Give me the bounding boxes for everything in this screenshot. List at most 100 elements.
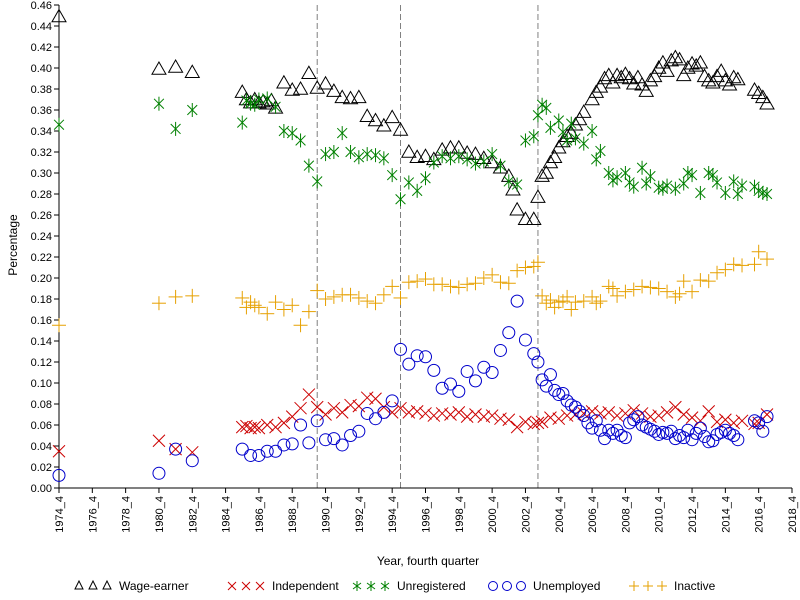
point-independent xyxy=(635,407,649,420)
point-wage-earner xyxy=(276,74,292,89)
x-axis-title: Year, fourth quarter xyxy=(377,554,479,568)
asterisk-stroke xyxy=(311,176,323,187)
point-inactive xyxy=(643,280,658,295)
point-unregistered xyxy=(353,150,365,165)
point-unemployed xyxy=(369,412,383,426)
point-independent xyxy=(377,400,391,414)
legend-x xyxy=(241,581,251,591)
x-tick-label: 1974_4 xyxy=(54,496,66,533)
point-unemployed xyxy=(693,421,707,435)
asterisk-stroke xyxy=(732,188,744,200)
triangle-shape xyxy=(546,149,563,163)
asterisk-stroke xyxy=(486,148,498,160)
circle-shape xyxy=(52,468,66,482)
point-inactive xyxy=(368,296,383,311)
point-unregistered xyxy=(761,187,773,201)
asterisk-stroke xyxy=(661,180,673,191)
point-wage-earner xyxy=(334,89,351,104)
circle-shape xyxy=(460,364,474,378)
x-stroke xyxy=(427,409,441,422)
point-wage-earner xyxy=(251,94,267,109)
triangle-shape xyxy=(184,64,201,78)
point-independent xyxy=(602,406,616,419)
y-tick-label: 0.02 xyxy=(31,462,52,474)
point-unregistered xyxy=(370,148,381,163)
point-unregistered xyxy=(395,192,406,207)
y-tick-label: 0.26 xyxy=(31,210,52,222)
triangle-shape xyxy=(646,68,663,83)
x-stroke xyxy=(677,408,691,421)
triangle-shape xyxy=(409,149,426,163)
point-independent xyxy=(252,421,266,435)
point-independent xyxy=(735,414,749,428)
point-inactive xyxy=(518,260,533,275)
point-unemployed xyxy=(460,364,474,378)
circle-shape xyxy=(377,405,391,419)
point-unemployed xyxy=(577,409,591,423)
triangle-shape xyxy=(630,69,646,84)
circle-shape xyxy=(493,343,507,357)
point-unregistered xyxy=(378,151,390,166)
point-unregistered xyxy=(695,185,706,200)
point-independent xyxy=(585,404,599,418)
point-unregistered xyxy=(445,151,456,166)
point-inactive xyxy=(239,300,254,315)
x-stroke xyxy=(302,388,316,401)
circle-shape xyxy=(310,414,324,428)
triangle-shape xyxy=(600,67,617,82)
legend-label-independent: Independent xyxy=(272,579,339,593)
point-inactive xyxy=(293,318,308,333)
legend-triangle xyxy=(102,579,112,590)
x-stroke xyxy=(419,407,432,420)
legend-marker-wage-earner xyxy=(74,579,84,590)
triangle-shape xyxy=(725,69,742,84)
point-inactive xyxy=(247,298,262,313)
x-stroke xyxy=(594,407,607,420)
point-independent xyxy=(669,400,682,414)
legend-item-wage-earner: Wage-earner xyxy=(74,579,189,593)
asterisk-stroke xyxy=(295,135,306,146)
triangle-shape xyxy=(301,65,317,79)
point-inactive xyxy=(260,306,275,321)
triangle-shape xyxy=(634,76,650,91)
y-tick-label: 0.32 xyxy=(31,147,52,159)
triangle-shape xyxy=(251,94,267,109)
circle-shape xyxy=(169,442,183,456)
point-wage-earner xyxy=(359,108,376,123)
triangle-shape xyxy=(592,78,609,93)
triangle-shape xyxy=(417,148,434,162)
x-tick-label: 1986_4 xyxy=(254,496,266,533)
legend-circle xyxy=(516,581,526,591)
point-unemployed xyxy=(410,349,424,363)
point-inactive xyxy=(710,265,725,280)
y-tick-label: 0.30 xyxy=(31,168,52,180)
point-unregistered xyxy=(670,181,681,196)
triangle-shape xyxy=(542,154,559,169)
x-stroke xyxy=(452,406,466,419)
point-inactive xyxy=(530,255,545,270)
point-unregistered xyxy=(720,185,731,200)
point-wage-earner xyxy=(563,125,580,139)
triangle-shape xyxy=(671,51,688,66)
x-stroke xyxy=(369,392,382,406)
asterisk-stroke xyxy=(249,99,260,111)
point-wage-earner xyxy=(409,149,426,163)
circle-shape xyxy=(618,431,632,445)
point-wage-earner xyxy=(534,168,550,182)
point-independent xyxy=(544,411,557,425)
point-independent xyxy=(594,407,607,420)
point-unregistered xyxy=(187,103,198,117)
point-independent xyxy=(319,408,332,421)
point-independent xyxy=(240,419,253,433)
point-wage-earner xyxy=(592,78,609,93)
point-unregistered xyxy=(503,174,515,189)
point-unregistered xyxy=(295,133,306,148)
triangle-shape xyxy=(234,84,251,98)
point-inactive xyxy=(747,257,762,272)
point-wage-earner xyxy=(284,82,301,96)
x-stroke xyxy=(602,406,616,419)
x-stroke xyxy=(277,416,291,430)
asterisk-stroke xyxy=(645,170,656,182)
y-tick-label: 0.24 xyxy=(31,231,52,243)
asterisk-stroke xyxy=(278,125,290,137)
